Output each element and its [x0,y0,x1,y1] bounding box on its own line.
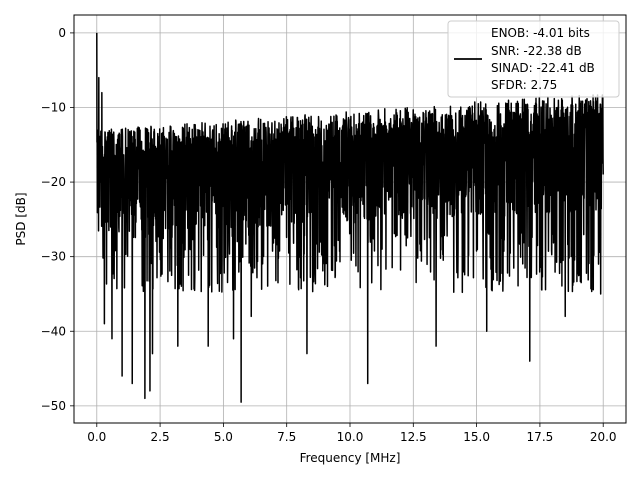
legend: ENOB: -4.01 bits SNR: -22.38 dB SINAD: -… [447,20,620,98]
y-tick-label: 0 [58,26,66,40]
psd-series-line [96,32,604,403]
x-tick-label: 7.5 [277,430,296,444]
y-axis: 0 −10 −20 −30 −40 −50 [41,26,74,413]
x-tick-label: 17.5 [527,430,554,444]
legend-line-snr: SNR: -22.38 dB [491,44,582,58]
legend-box [447,20,620,98]
x-tick-label: 0.0 [87,430,106,444]
legend-line-sinad: SINAD: -22.41 dB [491,61,595,75]
legend-line-sfdr: SFDR: 2.75 [491,78,557,92]
y-axis-label: PSD [dB] [14,192,28,245]
y-tick-label: −40 [41,324,66,338]
y-tick-label: −20 [41,175,66,189]
x-tick-label: 10.0 [337,430,364,444]
x-tick-label: 5.0 [214,430,233,444]
y-tick-label: −50 [41,399,66,413]
series-layer [96,32,604,403]
x-axis: 0.0 2.5 5.0 7.5 10.0 12.5 15.0 17.5 20.0 [87,423,617,444]
y-tick-label: −30 [41,250,66,264]
y-tick-label: −10 [41,100,66,114]
x-tick-label: 15.0 [463,430,490,444]
x-tick-label: 12.5 [400,430,427,444]
x-tick-label: 20.0 [590,430,617,444]
x-axis-label: Frequency [MHz] [300,451,401,465]
legend-line-enob: ENOB: -4.01 bits [491,26,590,40]
x-tick-label: 2.5 [151,430,170,444]
